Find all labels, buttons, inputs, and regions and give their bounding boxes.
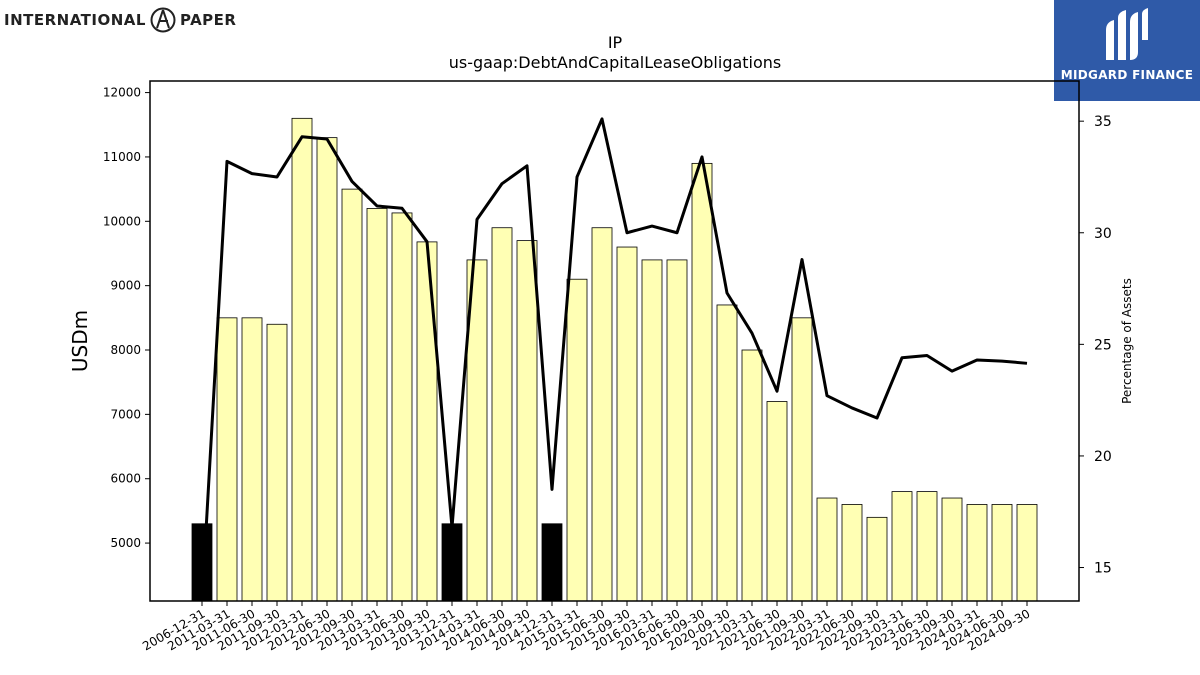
y-tick-label: 9000 bbox=[110, 279, 141, 293]
bar-2013-06-30 bbox=[391, 212, 413, 602]
y2-tick-label: 15 bbox=[1094, 561, 1112, 577]
bar-2022-03-31 bbox=[816, 497, 838, 602]
bar-2011-03-31 bbox=[216, 317, 238, 602]
y-tick-label: 12000 bbox=[103, 86, 141, 100]
y-axis-left: 5000 6000 7000 8000 9000 10000 11000 12000 bbox=[103, 86, 150, 550]
bar-series bbox=[191, 117, 1038, 602]
y2-axis-label: Percentage of Assets bbox=[1120, 278, 1134, 404]
chart-title: IP bbox=[608, 33, 623, 52]
bar-2014-06-30 bbox=[491, 227, 513, 602]
bar-2015-06-30 bbox=[591, 227, 613, 602]
bar-2015-03-31 bbox=[566, 278, 588, 602]
bar-2012-06-30 bbox=[316, 137, 338, 602]
bar-2016-06-30 bbox=[666, 259, 688, 602]
y2-tick-label: 25 bbox=[1094, 337, 1112, 353]
bar-2021-09-30 bbox=[791, 317, 813, 602]
bar-2020-09-30 bbox=[716, 304, 738, 602]
bar-2023-06-30 bbox=[916, 491, 938, 602]
bar-2013-03-31 bbox=[366, 208, 388, 602]
chart-subtitle: us-gaap:DebtAndCapitalLeaseObligations bbox=[449, 53, 782, 72]
x-axis: 2006-12-312011-03-312011-06-302011-09-30… bbox=[140, 601, 1033, 653]
y-tick-label: 8000 bbox=[110, 343, 141, 357]
bar-2014-12-31 bbox=[541, 523, 563, 602]
bar-2021-06-30 bbox=[766, 401, 788, 602]
bar-2016-03-31 bbox=[641, 259, 663, 602]
bar-2023-09-30 bbox=[941, 497, 963, 602]
y2-tick-label: 30 bbox=[1094, 226, 1112, 242]
y-tick-label: 5000 bbox=[110, 536, 141, 550]
bar-2024-09-30 bbox=[1016, 504, 1038, 602]
midgard-emblem-icon bbox=[1106, 8, 1148, 60]
plot-frame bbox=[149, 80, 1080, 602]
y-tick-label: 6000 bbox=[110, 472, 141, 486]
percentage-line bbox=[200, 117, 1028, 602]
bar-2024-06-30 bbox=[991, 504, 1013, 602]
bar-2012-09-30 bbox=[341, 188, 363, 602]
y-tick-label: 7000 bbox=[110, 407, 141, 421]
bar-2011-06-30 bbox=[241, 317, 263, 602]
international-paper-logo: INTERNATIONAL PAPER bbox=[4, 4, 236, 36]
y2-tick-label: 35 bbox=[1094, 114, 1112, 130]
bar-2023-03-31 bbox=[891, 491, 913, 602]
y-tick-label: 11000 bbox=[103, 150, 141, 164]
bar-2014-09-30 bbox=[516, 240, 538, 602]
bar-2015-09-30 bbox=[616, 246, 638, 602]
bar-2013-12-31 bbox=[441, 523, 463, 602]
y2-tick-label: 20 bbox=[1094, 449, 1112, 465]
bar-2013-09-30 bbox=[416, 241, 438, 602]
bar-2011-09-30 bbox=[266, 323, 288, 602]
bar-2022-09-30 bbox=[866, 516, 888, 602]
y-axis-right: 15 20 25 30 35 bbox=[1079, 114, 1112, 577]
international-paper-emblem-icon bbox=[150, 7, 176, 33]
logo-word-paper: PAPER bbox=[179, 11, 237, 29]
bar-2022-06-30 bbox=[841, 504, 863, 602]
bar-2016-09-30 bbox=[691, 162, 713, 602]
midgard-brand-text: MIDGARD FINANCE bbox=[1060, 68, 1194, 82]
logo-word-international: INTERNATIONAL bbox=[4, 11, 146, 29]
line-series bbox=[200, 117, 1028, 602]
bar-2024-03-31 bbox=[966, 504, 988, 602]
bar-2021-03-31 bbox=[741, 349, 763, 602]
bar-2012-03-31 bbox=[291, 117, 313, 602]
y-axis-label: USDm bbox=[68, 310, 92, 372]
y-tick-label: 10000 bbox=[103, 214, 141, 228]
